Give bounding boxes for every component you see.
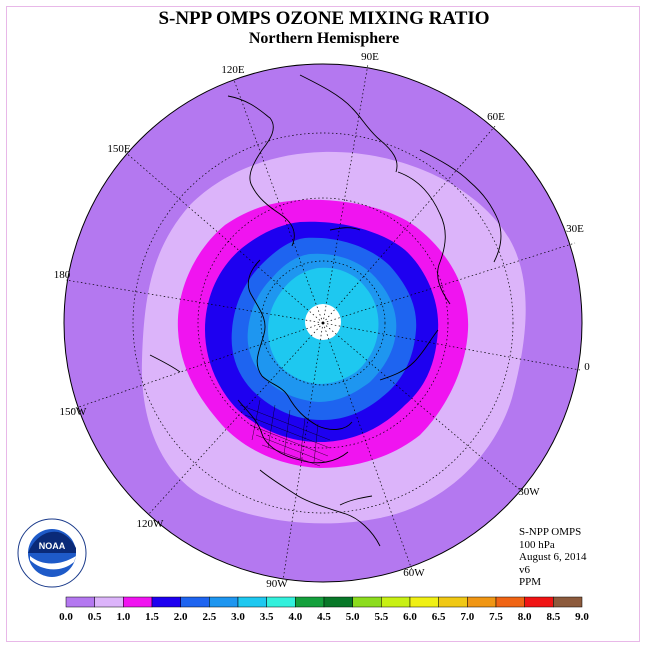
noaa-logo-text: NOAA: [39, 541, 66, 551]
lon-label-60w: 60W: [403, 567, 425, 579]
noaa-logo: NOAA: [17, 518, 87, 588]
colorbar-tick-label: 1.0: [116, 611, 130, 623]
colorbar-swatch: [524, 596, 554, 608]
lon-label-180: 180: [54, 269, 71, 281]
ozone-field: [64, 64, 582, 582]
info-block: S-NPP OMPS 100 hPa August 6, 2014 v6 PPM: [519, 526, 587, 589]
colorbar-tick-label: 3.5: [260, 611, 274, 623]
colorbar-tick-label: 6.0: [403, 611, 417, 623]
lon-label-30w: 30W: [518, 486, 540, 498]
colorbar-swatch: [180, 596, 210, 608]
figure-frame: [6, 6, 640, 642]
colorbar-tick-label: 6.5: [432, 611, 446, 623]
colorbar-swatch: [323, 596, 353, 608]
colorbar-tick-label: 8.0: [518, 611, 532, 623]
colorbar-tick-label: 1.5: [145, 611, 159, 623]
info-unit: PPM: [519, 576, 542, 588]
colorbar-swatch: [237, 596, 267, 608]
colorbar-swatch: [409, 596, 439, 608]
colorbar-swatch: [553, 596, 583, 608]
graticule: [65, 63, 581, 581]
colorbar: 0.0 0.5 1.0 1.5 2.0 2.5 3.0 3.5 4.0 4.5 5.0 5.5 6.0 6…: [59, 596, 589, 623]
colorbar-tick-label: 7.0: [460, 611, 474, 623]
colorbar-tick-label: 8.5: [546, 611, 560, 623]
lon-label-90e: 90E: [361, 51, 379, 63]
lon-label-120e: 120E: [221, 64, 245, 76]
colorbar-swatch: [495, 596, 525, 608]
lon-label-0: 0: [584, 361, 590, 373]
colorbar-tick-label: 0.5: [88, 611, 102, 623]
map-subtitle: Northern Hemisphere: [248, 30, 400, 47]
colorbar-swatch: [209, 596, 239, 608]
colorbar-tick-label: 4.0: [288, 611, 302, 623]
colorbar-tick-label: 9.0: [575, 611, 589, 623]
info-date: August 6, 2014: [519, 551, 587, 563]
lon-label-150e: 150E: [107, 143, 131, 155]
colorbar-tick-label: 2.0: [174, 611, 188, 623]
colorbar-swatch: [123, 596, 153, 608]
lon-label-60e: 60E: [487, 111, 505, 123]
us-states-grid: [239, 399, 331, 467]
colorbar-tick-label: 2.5: [202, 611, 216, 623]
colorbar-swatch: [65, 596, 95, 608]
lon-label-90w: 90W: [266, 578, 288, 590]
longitude-labels: 90E 60E 30E 0 30W 60W 90W 120W 150W 180 …: [54, 51, 591, 590]
colorbar-swatch: [266, 596, 296, 608]
colorbar-tick-label: 5.5: [374, 611, 388, 623]
lon-label-120w: 120W: [137, 518, 165, 530]
info-version: v6: [519, 563, 530, 576]
colorbar-swatch: [438, 596, 468, 608]
colorbar-tick-label: 5.0: [346, 611, 360, 623]
colorbar-tick-label: 4.5: [317, 611, 331, 623]
info-level: 100 hPa: [519, 538, 555, 551]
colorbar-tick-label: 7.5: [489, 611, 503, 623]
colorbar-swatch: [151, 596, 181, 608]
map-title: S-NPP OMPS OZONE MIXING RATIO: [158, 8, 490, 29]
colorbar-tick-label: 0.0: [59, 611, 73, 623]
colorbar-swatch: [381, 596, 411, 608]
map-border: [63, 63, 583, 583]
info-instrument: S-NPP OMPS: [519, 526, 582, 538]
colorbar-swatch: [352, 596, 382, 608]
colorbar-swatch: [467, 596, 497, 608]
lon-label-150w: 150W: [60, 406, 88, 418]
colorbar-swatch: [94, 596, 124, 608]
lon-label-30e: 30E: [566, 223, 584, 235]
colorbar-swatch: [295, 596, 325, 608]
colorbar-tick-label: 3.0: [231, 611, 245, 623]
